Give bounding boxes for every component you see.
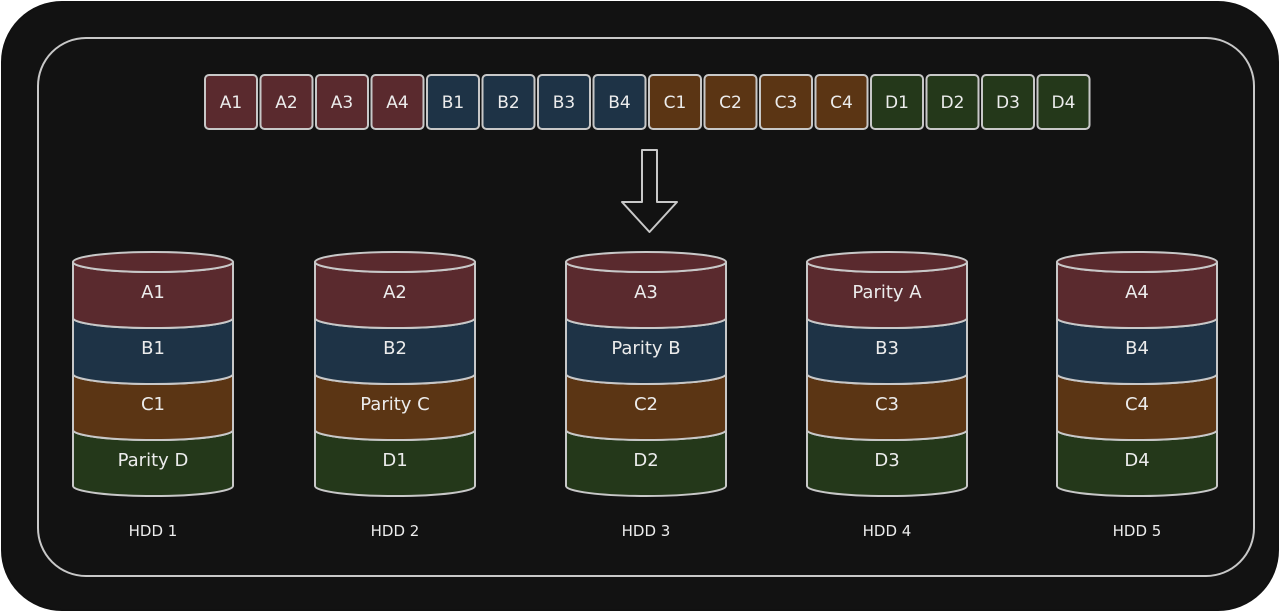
stripe-block-box — [814, 74, 869, 130]
stripe-block: D3 — [981, 74, 1035, 130]
disk-layer-label: D3 — [874, 450, 899, 471]
stripe-block-box — [315, 74, 369, 130]
disk-layer-label: B4 — [1125, 338, 1149, 359]
stripe-block: C2 — [703, 74, 758, 130]
disk-top-cap — [314, 251, 476, 273]
disk-top-cap — [72, 251, 234, 273]
disk-layer-label: D4 — [1124, 450, 1149, 471]
stripe-block-box — [870, 74, 924, 130]
stripe-block-box — [370, 74, 425, 130]
disk-layer-label: Parity D — [118, 450, 189, 471]
stripe-block-box — [537, 74, 591, 130]
stripe-block-label: D2 — [941, 93, 965, 113]
disk-layer-label: A1 — [141, 282, 165, 303]
stripe-block: D2 — [925, 74, 980, 130]
disk-layer-label: C3 — [875, 394, 899, 415]
disk-array: Parity D C1 B1 A1 HDD 1 D1 Parity C B2 A2 HDD 2 D2… — [72, 251, 1218, 540]
stripe-block-label: D4 — [1052, 93, 1076, 113]
disk-layer-label: A2 — [383, 282, 407, 303]
stripe-block: A4 — [370, 74, 425, 130]
disk-layer-label: Parity A — [852, 282, 922, 303]
stripe-block: C3 — [759, 74, 813, 130]
stripe-block: C1 — [648, 74, 702, 130]
stripe-block-label: C2 — [719, 93, 742, 113]
disk-layer-label: C1 — [141, 394, 165, 415]
data-stripe-row: A1 A2 A3 A4 B1 B2 B3 B4 C1 C2 C3 C4 D1 D2 D3 D4 — [204, 74, 1091, 130]
stripe-block: D4 — [1036, 74, 1091, 130]
stripe-block-box — [1036, 74, 1091, 130]
stripe-block: D1 — [870, 74, 924, 130]
stripe-block: A1 — [204, 74, 258, 130]
stripe-block-box — [592, 74, 647, 130]
down-arrow-icon — [621, 149, 678, 233]
stripe-block-label: C4 — [830, 93, 853, 113]
disk-layer-label: A4 — [1125, 282, 1149, 303]
stripe-block: B2 — [481, 74, 536, 130]
disk-top-cap — [1056, 251, 1218, 273]
stripe-block-box — [204, 74, 258, 130]
disk-layer-label: B1 — [141, 338, 165, 359]
disk-layer-label: C2 — [634, 394, 658, 415]
disk-5: D4 C4 B4 A4 HDD 5 — [1056, 251, 1218, 540]
stripe-block-label: C1 — [664, 93, 687, 113]
stripe-block-label: B1 — [442, 93, 464, 113]
stripe-block-box — [703, 74, 758, 130]
stripe-block-label: A2 — [275, 93, 297, 113]
stripe-block-box — [981, 74, 1035, 130]
stripe-block: B3 — [537, 74, 591, 130]
stripe-block-label: A3 — [331, 93, 353, 113]
disk-name-label: HDD 3 — [622, 522, 671, 540]
disk-name-label: HDD 1 — [129, 522, 178, 540]
stripe-block-box — [259, 74, 314, 130]
stripe-block-box — [648, 74, 702, 130]
disk-name-label: HDD 5 — [1113, 522, 1162, 540]
disk-layer-label: A3 — [634, 282, 658, 303]
disk-name-label: HDD 4 — [863, 522, 912, 540]
stripe-block-label: B3 — [553, 93, 575, 113]
stripe-block-label: A4 — [386, 93, 408, 113]
stripe-block: B1 — [426, 74, 480, 130]
stripe-block: C4 — [814, 74, 869, 130]
disk-layer-label: B3 — [875, 338, 899, 359]
disk-1: Parity D C1 B1 A1 HDD 1 — [72, 251, 234, 540]
disk-top-cap — [806, 251, 968, 273]
disk-layer-label: Parity C — [360, 394, 429, 415]
disk-2: D1 Parity C B2 A2 HDD 2 — [314, 251, 476, 540]
stripe-block-box — [426, 74, 480, 130]
stripe-block-box — [925, 74, 980, 130]
disk-4: D3 C3 B3 Parity A HDD 4 — [806, 251, 968, 540]
stripe-block-box — [481, 74, 536, 130]
stripe-block: B4 — [592, 74, 647, 130]
inner-frame — [37, 37, 1255, 577]
stripe-block-box — [759, 74, 813, 130]
stripe-block-label: A1 — [220, 93, 242, 113]
disk-3: D2 C2 Parity B A3 HDD 3 — [565, 251, 727, 540]
disk-layer-label: B2 — [383, 338, 407, 359]
disk-name-label: HDD 2 — [371, 522, 420, 540]
disk-layer-label: C4 — [1125, 394, 1149, 415]
disk-top-cap — [565, 251, 727, 273]
stripe-block-label: D1 — [885, 93, 909, 113]
disk-layer-label: D2 — [633, 450, 658, 471]
disk-layer-label: D1 — [382, 450, 407, 471]
stripe-block-label: B4 — [608, 93, 630, 113]
stripe-block: A2 — [259, 74, 314, 130]
stripe-block: A3 — [315, 74, 369, 130]
stripe-block-label: D3 — [996, 93, 1020, 113]
stripe-block-label: B2 — [497, 93, 519, 113]
disk-layer-label: Parity B — [611, 338, 680, 359]
stripe-block-label: C3 — [775, 93, 798, 113]
